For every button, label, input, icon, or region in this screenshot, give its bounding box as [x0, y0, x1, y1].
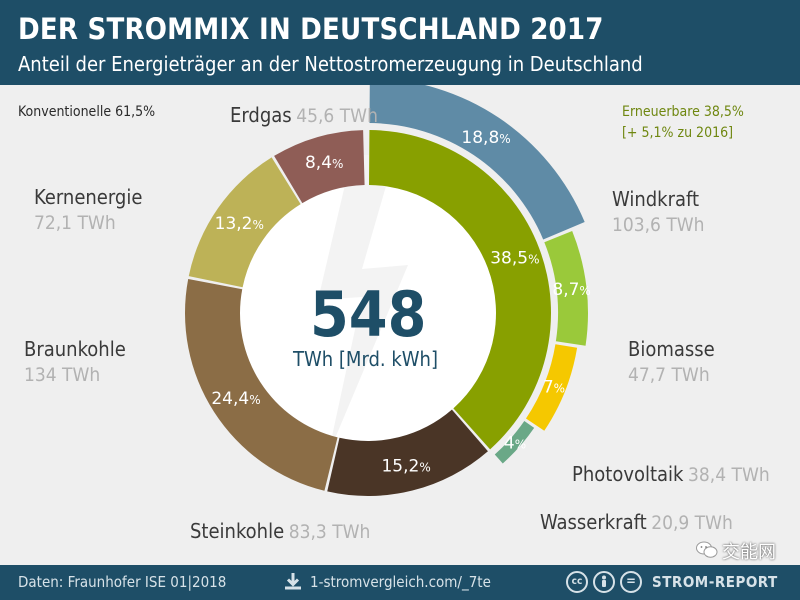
group-label-renewable-change: [+ 5,1% zu 2016] — [622, 125, 734, 141]
label-windkraft-value: 103,6 TWh — [612, 214, 705, 236]
label-windkraft-name: Windkraft — [612, 187, 700, 211]
center-unit: TWh [Mrd. kWh] — [293, 347, 438, 371]
center-total: 548 — [310, 278, 427, 351]
group-label-renewable: Erneuerbare 38,5% — [622, 104, 744, 120]
group-label-conventional: Konventionelle 61,5% — [18, 104, 156, 120]
label-kernenergie-name: Kernenergie — [34, 185, 143, 209]
outer-slice-biomasse — [544, 231, 589, 346]
label-kernenergie-value: 72,1 TWh — [34, 212, 116, 234]
inner-label-steinkohle: 15,2% — [381, 456, 430, 476]
label-photovoltaik-name: Photovoltaik — [572, 462, 684, 486]
header: DER STROMMIX IN DEUTSCHLAND 2017 Anteil … — [0, 0, 800, 85]
label-erdgas-name: Erdgas — [230, 103, 292, 127]
label-braunkohle-name: Braunkohle — [24, 337, 126, 361]
inner-label-erneuerbare: 38,5% — [490, 249, 539, 269]
label-wasserkraft-value: 20,9 TWh — [651, 512, 733, 534]
outer-label-photovoltaik: 7% — [543, 378, 565, 398]
inner-slice-erneuerbare — [369, 130, 551, 450]
footer-brand: STROM-REPORT — [652, 573, 778, 591]
inner-slice-kernenergie — [188, 157, 301, 288]
inner-slice-braunkohle — [184, 278, 338, 491]
label-biomasse-value: 47,7 TWh — [628, 364, 710, 386]
label-biomasse-name: Biomasse — [628, 337, 715, 361]
wechat-icon — [696, 541, 718, 558]
cc-license-icon: cc — [566, 571, 588, 593]
label-photovoltaik: Photovoltaik 38,4 TWh — [572, 462, 770, 486]
download-icon[interactable] — [282, 571, 304, 593]
inner-slice-erdgas — [274, 130, 365, 204]
label-wasserkraft-name: Wasserkraft — [540, 510, 647, 534]
label-steinkohle-name: Steinkohle — [190, 519, 285, 543]
outer-slice-windkraft — [369, 85, 585, 240]
label-erdgas: Erdgas 45,6 TWh — [230, 103, 378, 127]
person-icon — [602, 575, 606, 587]
chart-area: 38,5% 15,2% 24,4% 13,2% 8,4% 18,8% 8,7% 7% 4% Ko… — [0, 85, 800, 565]
chart-subtitle: Anteil der Energieträger an der Nettostr… — [18, 52, 643, 76]
donut-chart: 38,5% 15,2% 24,4% 13,2% 8,4% 18,8% 8,7% 7% 4% — [184, 85, 591, 496]
outer-label-biomasse: 8,7% — [552, 280, 590, 300]
outer-label-windkraft: 18,8% — [461, 128, 510, 148]
label-erdgas-value: 45,6 TWh — [296, 105, 378, 127]
label-wasserkraft: Wasserkraft 20,9 TWh — [540, 510, 733, 534]
footer-source: Daten: Fraunhofer ISE 01|2018 — [18, 573, 227, 591]
label-photovoltaik-value: 38,4 TWh — [688, 464, 770, 486]
outer-slice-photovoltaik — [525, 344, 578, 431]
label-steinkohle: Steinkohle 83,3 TWh — [190, 519, 370, 543]
outer-slice-wasserkraft — [494, 421, 535, 464]
inner-slice-steinkohle — [327, 409, 488, 496]
outer-label-wasserkraft: 4% — [504, 434, 526, 454]
inner-label-erdgas: 8,4% — [305, 153, 343, 173]
chart-title: DER STROMMIX IN DEUTSCHLAND 2017 — [18, 12, 604, 46]
lightning-bolt-icon — [318, 155, 408, 455]
cc-by-icon — [593, 571, 615, 593]
label-steinkohle-value: 83,3 TWh — [288, 521, 371, 543]
footer-link[interactable]: 1-stromvergleich.com/_7te — [310, 573, 491, 591]
cc-nd-icon: = — [620, 571, 642, 593]
inner-label-kernenergie: 13,2% — [215, 214, 264, 234]
watermark-text: 交能网 — [722, 542, 776, 563]
footer: Daten: Fraunhofer ISE 01|2018 1-stromver… — [0, 565, 800, 600]
inner-label-braunkohle: 24,4% — [211, 389, 260, 409]
label-braunkohle-value: 134 TWh — [24, 364, 101, 386]
